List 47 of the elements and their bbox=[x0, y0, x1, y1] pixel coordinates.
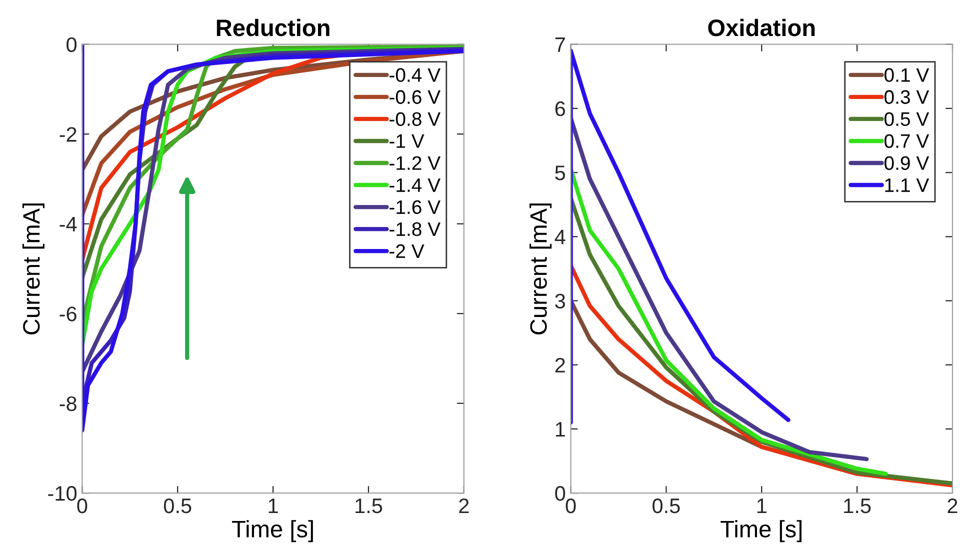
y-tick-label: 6 bbox=[555, 101, 566, 116]
chart-title: Reduction bbox=[216, 18, 330, 36]
legend-label: -1.6 V bbox=[390, 200, 440, 214]
y-tick-label: 0 bbox=[66, 37, 77, 52]
x-tick-label: 2 bbox=[459, 498, 469, 514]
x-axis-title: Time [s] bbox=[720, 520, 802, 542]
y-axis-title: Current [mA] bbox=[530, 203, 552, 334]
legend-label: -0.4 V bbox=[390, 68, 440, 82]
y-tick-label: -10 bbox=[48, 486, 77, 501]
x-tick-label: 1.5 bbox=[844, 498, 871, 514]
legend-label: -2 V bbox=[390, 244, 424, 258]
legend-label: -0.8 V bbox=[390, 112, 440, 126]
legend-label: 0.7 V bbox=[884, 134, 930, 148]
x-tick-label: 0 bbox=[77, 498, 88, 514]
legend-label: 0.9 V bbox=[884, 156, 930, 170]
x-tick-label: 1 bbox=[757, 498, 766, 514]
x-tick-label: 0.5 bbox=[652, 498, 680, 514]
legend-label: -1.2 V bbox=[390, 156, 440, 170]
y-tick-label: 2 bbox=[555, 358, 565, 372]
x-tick-label: 0.5 bbox=[164, 498, 192, 514]
legend-label: 1.1 V bbox=[885, 178, 930, 192]
legend-label: -1.4 V bbox=[390, 178, 440, 192]
line-series bbox=[570, 196, 952, 486]
x-axis-title: Time [s] bbox=[232, 520, 313, 542]
y-tick-label: 1 bbox=[556, 422, 565, 437]
legend-label: -1.8 V bbox=[390, 222, 440, 236]
x-tick-label: 1.5 bbox=[356, 498, 382, 514]
y-tick-label: 5 bbox=[555, 166, 566, 180]
y-tick-label: 7 bbox=[555, 38, 565, 52]
y-tick-label: -4 bbox=[60, 217, 77, 232]
y-tick-label: 3 bbox=[555, 294, 566, 308]
chart-title: Oxidation bbox=[708, 18, 815, 36]
y-tick-label: 0 bbox=[555, 486, 566, 501]
legend-label: 0.3 V bbox=[884, 90, 930, 104]
legend-label: 0.5 V bbox=[884, 112, 930, 126]
x-tick-label: 1 bbox=[268, 498, 278, 514]
legend-label: -1 V bbox=[390, 134, 424, 148]
x-tick-label: 2 bbox=[948, 498, 958, 514]
line-series bbox=[570, 48, 790, 425]
legend-label: 0.1 V bbox=[884, 68, 930, 82]
x-tick-label: 0 bbox=[566, 498, 576, 514]
y-tick-label: -6 bbox=[60, 306, 76, 322]
y-tick-label: -8 bbox=[60, 396, 76, 412]
y-tick-label: 4 bbox=[554, 230, 566, 244]
y-axis-title: Current [mA] bbox=[22, 203, 44, 334]
y-tick-label: -2 bbox=[60, 127, 76, 142]
legend-label: -0.6 V bbox=[390, 90, 440, 104]
